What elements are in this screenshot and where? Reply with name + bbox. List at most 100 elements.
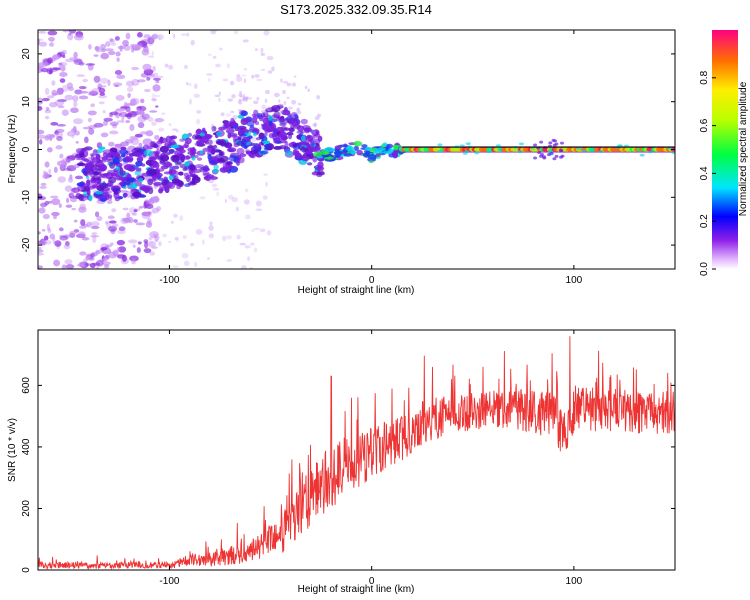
spectrogram-blob <box>71 134 75 139</box>
spectrogram-blob <box>216 140 225 145</box>
spectrogram-blob <box>261 104 267 110</box>
spectrogram-blob <box>210 155 218 160</box>
spectrogram-blob <box>147 178 154 186</box>
spectrogram-blob <box>218 151 224 157</box>
spectrogram-blob <box>154 117 165 123</box>
spectrogram-blob <box>253 227 260 230</box>
spectrogram-blob <box>153 183 162 187</box>
spectrogram-blob <box>107 215 115 220</box>
spectrogram-blob <box>90 225 100 230</box>
spectrogram-blob <box>38 252 45 256</box>
spectrogram-blob <box>533 156 538 160</box>
spectrogram-blob <box>159 145 169 153</box>
spectrogram-blob <box>119 111 128 118</box>
spectrogram-blob <box>84 167 91 172</box>
spectrogram-blob <box>554 154 559 158</box>
spectrogram-blob <box>474 151 480 155</box>
spectrogram-blob <box>112 124 118 129</box>
spectrogram-blob <box>141 212 150 220</box>
spectrogram-blob <box>212 168 220 174</box>
spectrogram-blob <box>201 135 209 143</box>
spectrogram-blob <box>345 146 355 152</box>
spectrogram-blob <box>96 215 103 222</box>
spectrogram-blob <box>237 109 243 112</box>
spectrogram-blob <box>49 195 59 199</box>
spectrogram-blob <box>199 132 206 137</box>
spectrogram-blob <box>216 131 222 136</box>
spectrogram-blob <box>44 87 50 96</box>
spectrogram-blob <box>87 110 97 116</box>
spectrogram-blob <box>184 137 192 145</box>
spectrogram-blob <box>90 234 100 238</box>
spectrogram-blob <box>87 157 92 161</box>
spectrogram-blob <box>285 150 293 157</box>
spectrogram-blob <box>263 30 270 36</box>
spectrogram-blob <box>107 79 111 87</box>
spectrogram-blob <box>288 127 295 132</box>
spectrogram-blob <box>38 240 48 246</box>
spectrogram-blob <box>250 149 258 155</box>
spectrogram-blob <box>242 96 248 102</box>
spectrogram-xlabel: Height of straight line (km) <box>298 285 415 296</box>
spectrogram-blob <box>392 153 399 158</box>
spectrogram-blob <box>110 38 116 44</box>
spectrogram-blob <box>581 149 587 152</box>
spectrogram-blob <box>149 156 158 161</box>
spectrogram-blob <box>364 146 373 151</box>
spectrogram-blob <box>52 67 62 71</box>
spectrogram-blob <box>260 68 266 71</box>
spectrogram-blob <box>211 127 214 133</box>
spectrogram-blob <box>279 145 287 150</box>
spectrogram-blob <box>63 244 71 250</box>
spectrogram-blob <box>255 208 263 211</box>
spectrogram-blob <box>343 153 353 157</box>
spectrogram-blob <box>120 153 126 158</box>
spectrogram-blob <box>256 137 261 141</box>
spectrogram-blob <box>38 246 42 251</box>
spectrogram-blob <box>76 182 85 187</box>
spectrogram-blob <box>260 112 266 118</box>
spectrogram-blob <box>44 135 50 141</box>
spectrogram-blob <box>56 160 67 167</box>
spectrogram-blob <box>102 120 109 127</box>
spectrogram-blob <box>158 34 161 41</box>
spectrogram-blob <box>146 211 152 218</box>
spectrogram-blob <box>250 242 255 246</box>
colorbar-gradient <box>712 30 738 269</box>
spectrogram-blob <box>185 174 191 183</box>
spectrogram-blob <box>238 93 243 97</box>
spectrogram-blob <box>242 118 252 123</box>
spectrogram-blob <box>459 144 465 148</box>
spectrogram-blob <box>135 222 146 226</box>
spectrogram-blob <box>121 217 128 222</box>
spectrogram-blob <box>291 82 297 87</box>
spectrogram-blob <box>90 252 99 257</box>
spectrogram-blob <box>49 233 56 240</box>
spectrogram-blob <box>112 223 119 228</box>
spectrogram-blob <box>49 101 58 108</box>
spectrogram-blob <box>108 141 115 147</box>
spectrogram-blob <box>53 215 57 220</box>
spectrogram-blob <box>265 106 272 111</box>
spectrogram-blob <box>69 230 78 235</box>
spectrogram-blob <box>201 127 206 135</box>
spectrogram-blob <box>260 52 266 56</box>
spectrogram-blob <box>56 136 63 142</box>
spectrogram-blob <box>119 189 129 193</box>
spectrogram-blob <box>88 128 95 135</box>
spectrogram-blob <box>267 70 273 74</box>
spectrogram-blob <box>72 125 77 132</box>
spectrogram-blob <box>76 162 86 167</box>
spectrogram-blob <box>334 145 341 150</box>
spectrogram-blob <box>135 167 140 172</box>
spectrogram-blob <box>202 147 211 152</box>
spectrogram-blob <box>122 192 128 197</box>
spectrogram-blob <box>111 208 117 213</box>
spectrogram-blob <box>108 225 118 232</box>
spectrogram-blob <box>41 60 49 67</box>
spectrogram-blob <box>244 188 249 193</box>
spectrogram-blob <box>260 109 267 113</box>
spectrogram-blob <box>300 135 306 142</box>
spectrogram-blob <box>155 118 161 123</box>
spectrogram-blob <box>518 142 524 146</box>
